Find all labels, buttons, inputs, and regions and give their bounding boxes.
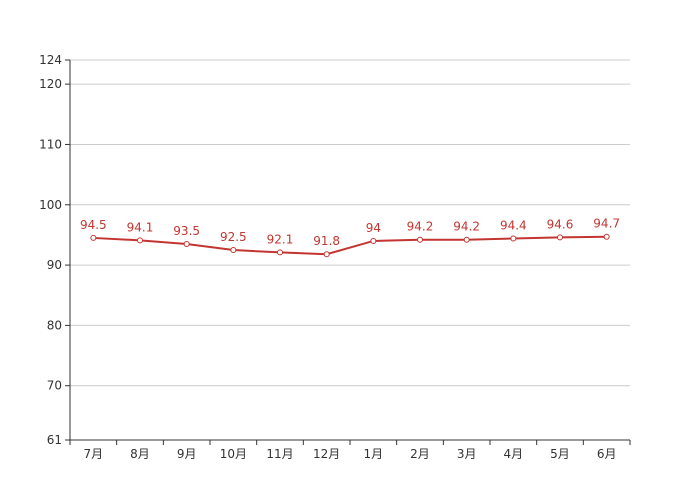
data-point: [90, 234, 97, 241]
x-tick-label: 12月: [313, 447, 340, 461]
y-tick-label: 120: [39, 77, 62, 91]
x-tick-label: 5月: [550, 447, 570, 461]
series-line: [93, 235, 607, 256]
data-label: 94.5: [80, 218, 107, 232]
data-label: 94.2: [407, 220, 434, 234]
x-tick-label: 11月: [266, 447, 293, 461]
y-tick-label: 100: [39, 198, 62, 212]
x-tick-label: 9月: [177, 447, 197, 461]
data-point: [183, 240, 190, 247]
data-label: 91.8: [313, 234, 340, 248]
data-point: [557, 234, 563, 241]
y-tick-label: 110: [39, 137, 62, 151]
data-label: 92.5: [220, 230, 247, 244]
data-point: [323, 251, 330, 258]
axes: [69, 60, 630, 441]
x-tick-label: 4月: [504, 447, 524, 461]
x-tick-label: 7月: [84, 447, 104, 461]
x-tick-label: 3月: [457, 447, 477, 461]
y-tick-label: 90: [47, 258, 62, 272]
data-label: 94.7: [593, 217, 620, 231]
data-point: [137, 237, 143, 244]
data-label: 94.4: [500, 219, 527, 233]
data-point: [417, 236, 423, 243]
grid-lines: [70, 59, 630, 387]
data-label: 94.6: [547, 217, 574, 231]
y-tick-label: 124: [39, 53, 62, 67]
x-tick-label: 8月: [130, 447, 150, 461]
x-tick-label: 6月: [597, 447, 617, 461]
data-point: [230, 247, 237, 253]
data-point: [510, 235, 517, 242]
data-point: [603, 233, 610, 240]
y-axis-ticks: 61 70 80 90 100 110 120 124: [39, 53, 70, 447]
data-label: 94.1: [127, 220, 154, 234]
data-point: [277, 249, 283, 256]
x-tick-label: 2月: [410, 447, 430, 461]
y-tick-label: 70: [47, 379, 62, 393]
series-group: [90, 233, 610, 258]
y-tick-label: 61: [47, 433, 62, 447]
x-axis-ticks: 7月 8月 9月 10月 11月 12月 1月 2月 3月 4月 5月 6月: [69, 440, 631, 461]
data-point: [463, 236, 470, 243]
x-tick-label: 10月: [220, 447, 247, 461]
x-tick-label: 1月: [364, 447, 384, 461]
data-label: 94: [366, 221, 381, 235]
data-label: 94.2: [453, 220, 480, 234]
data-point: [370, 237, 377, 244]
y-tick-label: 80: [47, 318, 62, 332]
data-label: 93.5: [173, 224, 200, 238]
data-label: 92.1: [267, 232, 294, 246]
data-labels: 94.5 94.1 93.5 92.5 92.1 91.8 94 94.2 94.2 94.4 94…: [80, 217, 620, 248]
